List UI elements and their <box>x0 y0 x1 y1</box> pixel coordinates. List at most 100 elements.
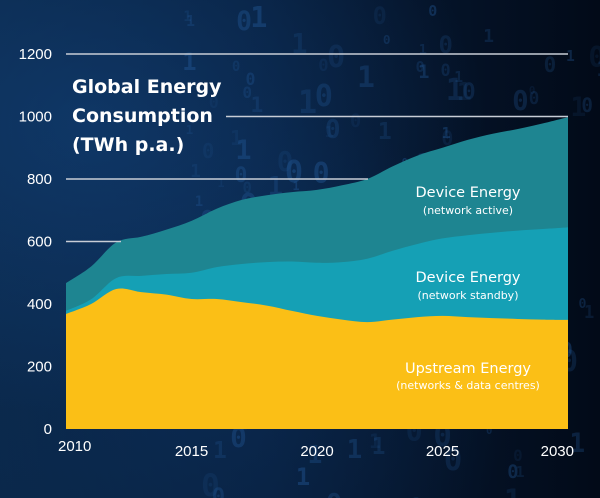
x-tick-label: 2015 <box>175 443 208 460</box>
binary-digit: 0 <box>440 59 451 80</box>
binary-digit: 1 <box>583 303 595 324</box>
binary-digit: 0 <box>513 446 523 466</box>
binary-digit: 0 <box>350 111 362 133</box>
chart-title-line-2: Consumption <box>72 105 213 127</box>
y-tick-label: 400 <box>27 296 52 313</box>
binary-digit: 1 <box>217 175 225 190</box>
binary-digit: 1 <box>250 1 268 35</box>
binary-digit: 0 <box>245 69 256 89</box>
series-sublabel-active: (network active) <box>423 204 513 217</box>
binary-digit: 1 <box>596 57 600 81</box>
binary-digit: 1 <box>569 428 586 460</box>
binary-digit: 0 <box>318 56 329 77</box>
x-tick-label: 2020 <box>300 443 333 460</box>
binary-digit: 1 <box>445 72 464 108</box>
binary-digit: 1 <box>377 117 392 145</box>
binary-digit: 1 <box>418 42 427 59</box>
binary-digit: 0 <box>528 83 536 97</box>
binary-digit: 1 <box>182 47 197 76</box>
area-layers <box>66 117 568 429</box>
area-upstream-energy <box>66 288 568 429</box>
y-axis-tick-labels: 0 200 400 600 800 1000 1200 <box>19 46 52 438</box>
y-tick-label: 800 <box>27 171 52 188</box>
binary-digit: 1 <box>291 28 308 60</box>
binary-digit: 0 <box>201 467 220 498</box>
series-label-active: Device Energy <box>416 185 521 201</box>
binary-digit: 0 <box>382 33 391 49</box>
binary-digit: 0 <box>231 58 241 75</box>
binary-digit: 0 <box>578 296 587 312</box>
binary-digit: 1 <box>297 84 318 121</box>
binary-digit: 1 <box>371 434 386 461</box>
binary-digit: 1 <box>183 9 192 26</box>
binary-digit: 0 <box>312 156 330 190</box>
series-label-standby: Device Energy <box>416 270 521 286</box>
binary-digit: 0 <box>234 162 248 188</box>
chart-title-line-1: Global Energy <box>72 76 222 98</box>
binary-digit: 1 <box>235 134 252 166</box>
binary-digit: 1 <box>212 437 227 464</box>
binary-digit: 0 <box>211 484 226 498</box>
binary-digit: 1 <box>504 482 522 498</box>
binary-digit: 0 <box>588 41 600 75</box>
chart-title-line-3: (TWh p.a.) <box>72 134 184 156</box>
binary-digit: 0 <box>581 94 593 118</box>
binary-digit: 0 <box>512 84 529 117</box>
y-tick-label: 0 <box>44 421 52 438</box>
series-sublabel-upstream: (networks & data centres) <box>396 379 540 392</box>
x-tick-label: 2030 <box>541 443 574 460</box>
binary-digit: 0 <box>242 83 253 103</box>
binary-digit: 1 <box>515 463 525 482</box>
binary-digit: 1 <box>570 91 587 123</box>
binary-digit: 0 <box>242 179 252 198</box>
binary-digit: 0 <box>324 115 341 146</box>
binary-digit: 1 <box>357 59 375 95</box>
binary-digit: 1 <box>307 439 323 469</box>
binary-digit: 0 <box>230 420 247 454</box>
binary-digit: 1 <box>454 67 464 86</box>
binary-digit: 1 <box>292 178 300 193</box>
binary-digit: 1 <box>368 430 381 454</box>
binary-digit: 0 <box>236 6 253 38</box>
x-tick-label: 2010 <box>58 438 91 455</box>
binary-digit: 0 <box>415 57 425 76</box>
binary-digit: 0 <box>276 147 294 179</box>
binary-digit: 1 <box>483 25 495 47</box>
gridlines <box>66 53 568 243</box>
series-labels: Device Energy (network active) Device En… <box>396 185 540 392</box>
binary-digit: 0 <box>438 31 453 60</box>
binary-digit: 0 <box>428 1 438 20</box>
binary-digit: 0 <box>441 126 454 150</box>
series-sublabel-standby: (network standby) <box>418 289 519 302</box>
x-tick-label: 2025 <box>426 443 459 460</box>
binary-digit: 0 <box>507 460 519 483</box>
binary-digit: 0 <box>208 92 219 112</box>
binary-digit: 1 <box>190 161 201 183</box>
binary-digit: 1 <box>185 11 195 30</box>
binary-digit: 1 <box>441 123 451 142</box>
y-tick-label: 1000 <box>19 109 52 126</box>
series-label-upstream: Upstream Energy <box>405 361 531 377</box>
binary-digit: 0 <box>485 423 493 437</box>
binary-digit: 1 <box>230 126 243 151</box>
x-axis-tick-labels: 2010 2015 2020 2025 2030 <box>58 438 574 460</box>
binary-digit: 0 <box>327 39 346 75</box>
binary-digit: 1 <box>295 463 311 492</box>
y-tick-label: 200 <box>27 359 52 376</box>
binary-digit: 0 <box>462 78 476 105</box>
binary-digit: 1 <box>324 123 334 142</box>
y-tick-label: 1200 <box>19 46 52 63</box>
binary-digit: 0 <box>284 155 304 191</box>
binary-digit: 1 <box>418 61 430 83</box>
binary-digit: 0 <box>543 53 557 78</box>
binary-digit: 1 <box>250 92 264 118</box>
binary-digit: 0 <box>528 88 540 109</box>
binary-digit: 0 <box>372 1 387 30</box>
binary-digit: 0 <box>201 139 215 164</box>
binary-digit: 1 <box>409 493 423 498</box>
binary-digit: 1 <box>346 435 363 466</box>
y-tick-label: 600 <box>27 234 52 251</box>
chart-title: Global Energy Consumption (TWh p.a.) <box>72 76 222 156</box>
